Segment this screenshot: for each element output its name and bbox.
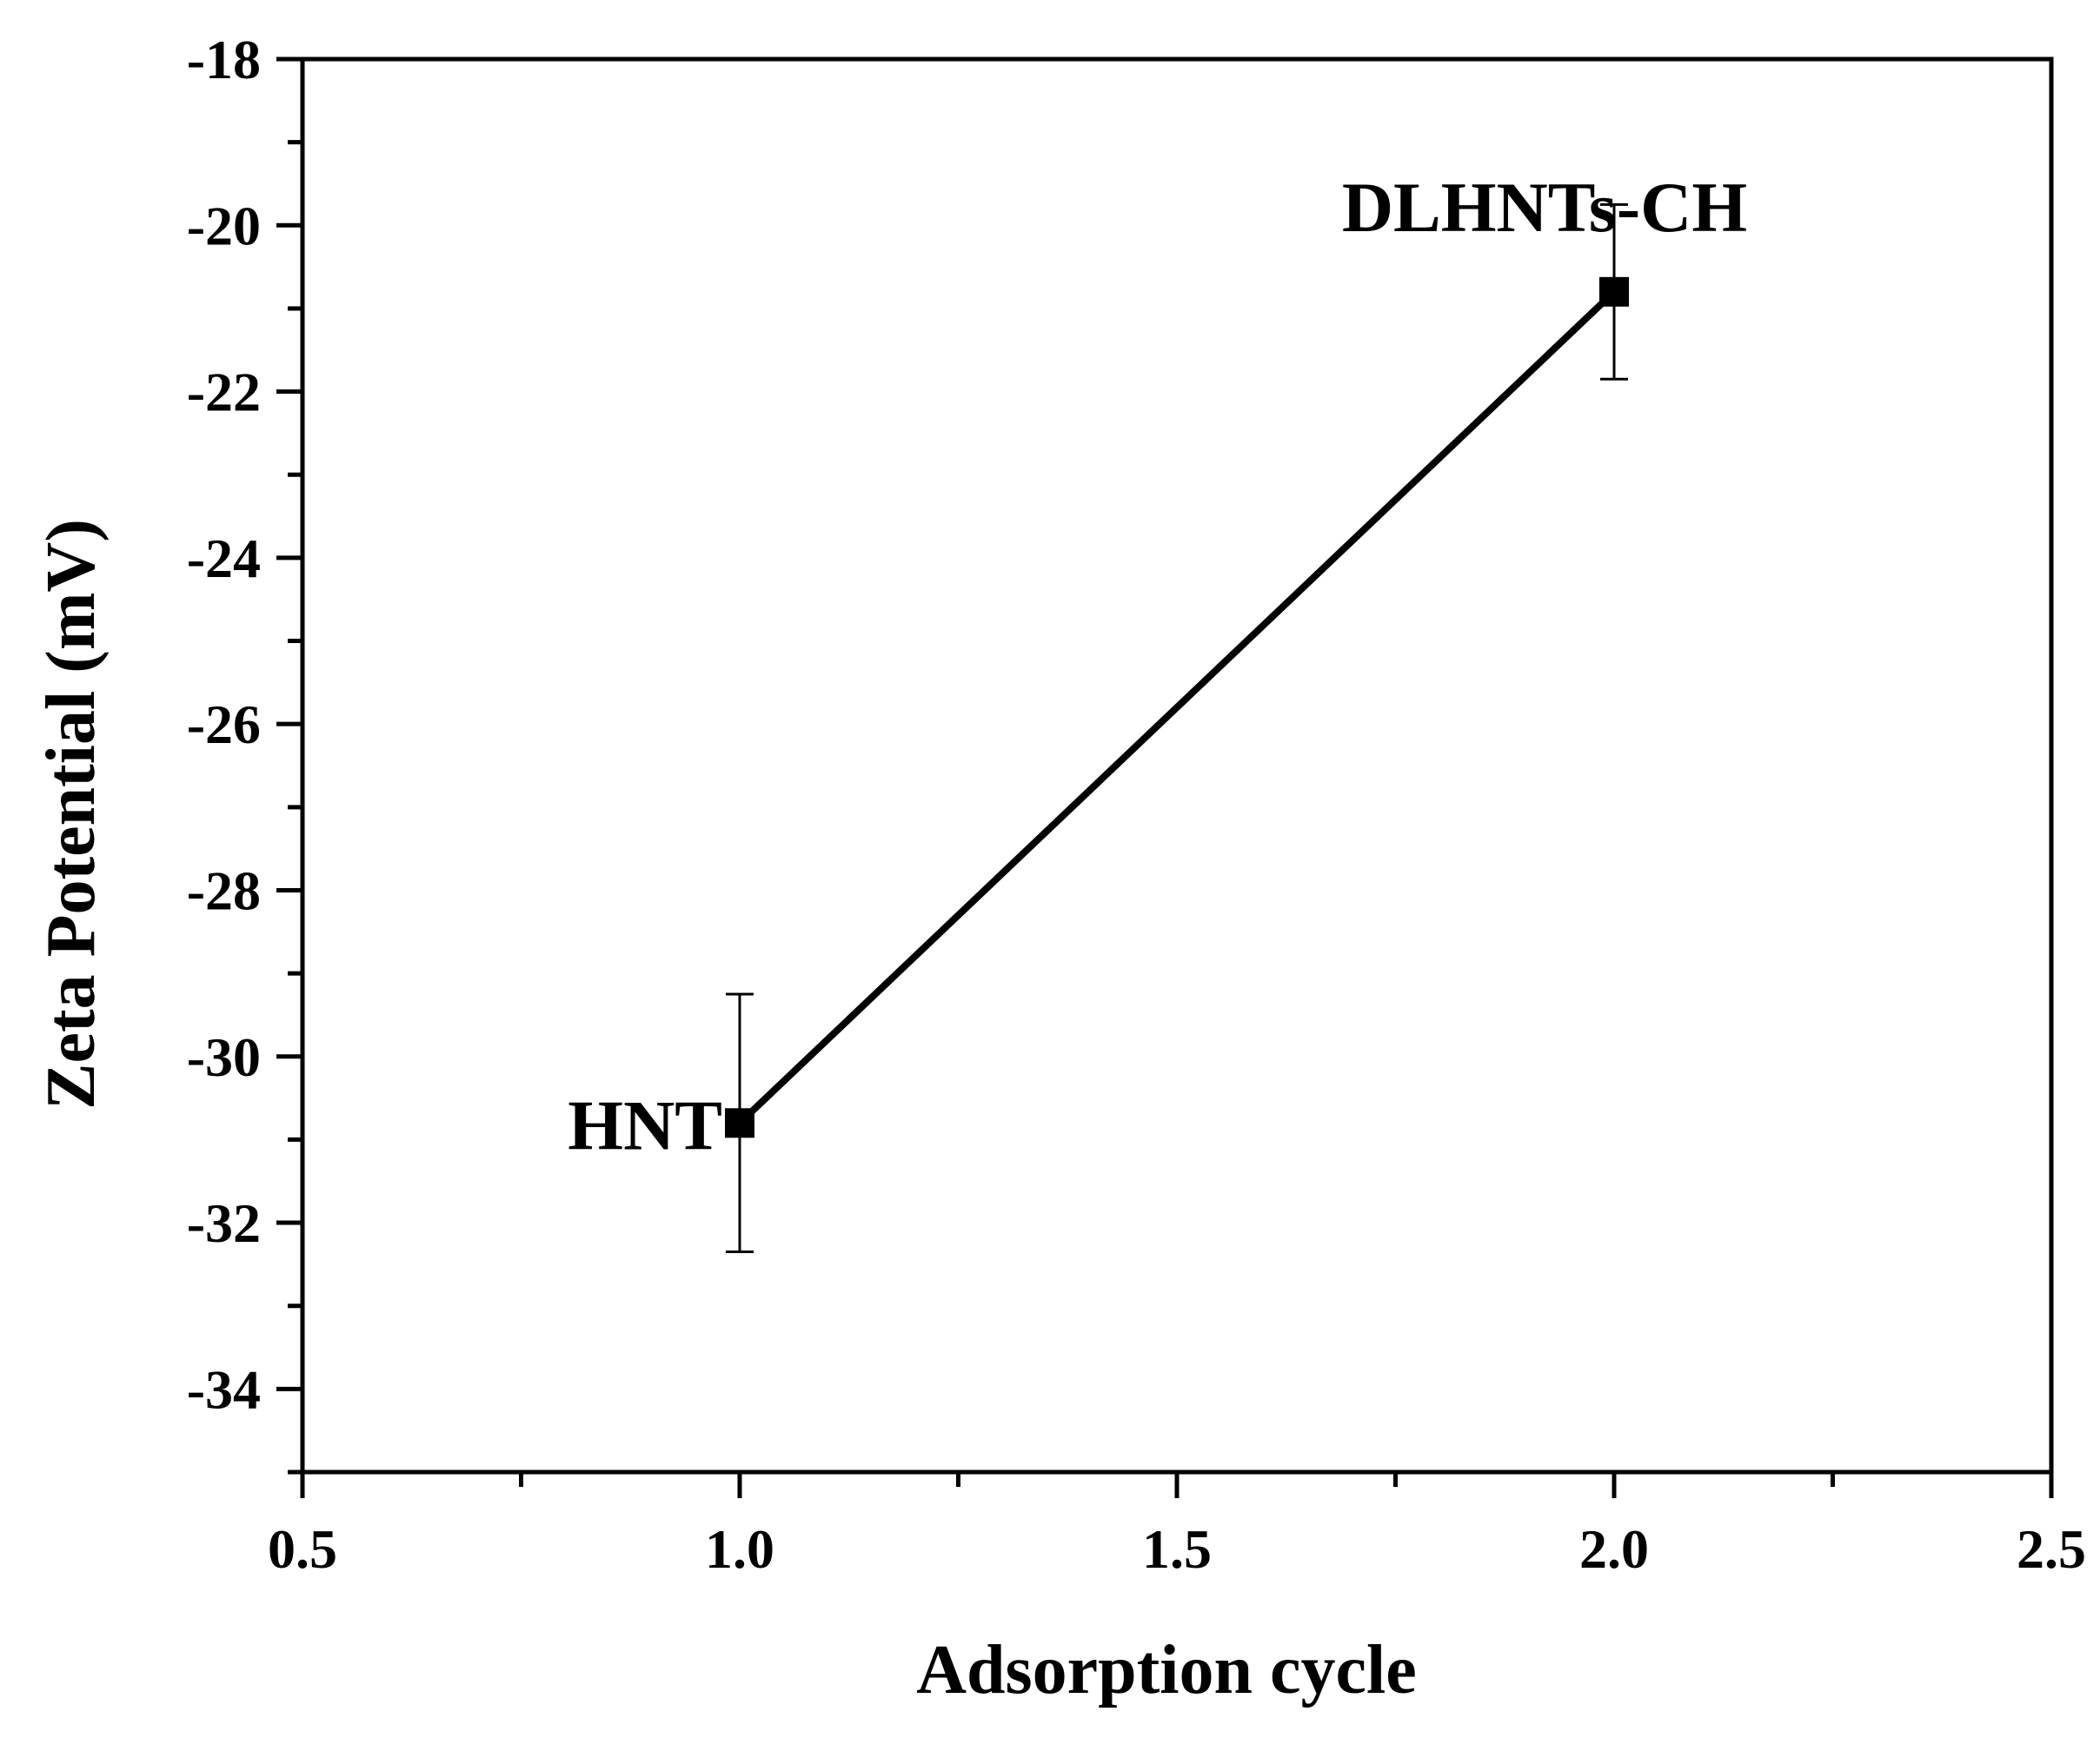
y-tick-label: -20 [187, 195, 261, 256]
y-tick-label: -34 [187, 1358, 261, 1420]
x-tick-label: 1.0 [705, 1518, 774, 1580]
y-tick-label: -24 [187, 527, 261, 589]
y-tick-label: -30 [187, 1026, 261, 1088]
data-point-marker [1599, 276, 1629, 307]
x-tick-label: 0.5 [268, 1518, 337, 1580]
y-axis-label: Zeta Potential (mV) [33, 519, 110, 1110]
point-label-hnt: HNT [568, 1085, 722, 1164]
data-point-marker [725, 1108, 754, 1138]
data-series [725, 202, 1629, 1254]
labels: HNT DLHNTs-CH [568, 168, 1747, 1164]
ticks: 0.5 1.0 1.5 2.0 2.5 -34 -32 -30 -28 -26 -24 -22 -20 -… [187, 29, 2086, 1580]
y-tick-label: -22 [187, 362, 261, 423]
x-axis-label: Adsorption cycle [916, 1632, 1417, 1708]
y-tick-label: -32 [187, 1192, 261, 1254]
plot-frame [300, 56, 2054, 1475]
point-label-dlhnts-ch: DLHNTs-CH [1342, 168, 1747, 247]
x-tick-label: 2.0 [1579, 1518, 1649, 1580]
series-line [737, 289, 1617, 1126]
axes [300, 56, 2054, 1475]
y-tick-label: -26 [187, 693, 261, 755]
x-tick-label: 2.5 [2017, 1518, 2086, 1580]
y-tick-label: -28 [187, 859, 261, 921]
x-tick-label: 1.5 [1142, 1518, 1212, 1580]
y-tick-label: -18 [187, 29, 261, 90]
